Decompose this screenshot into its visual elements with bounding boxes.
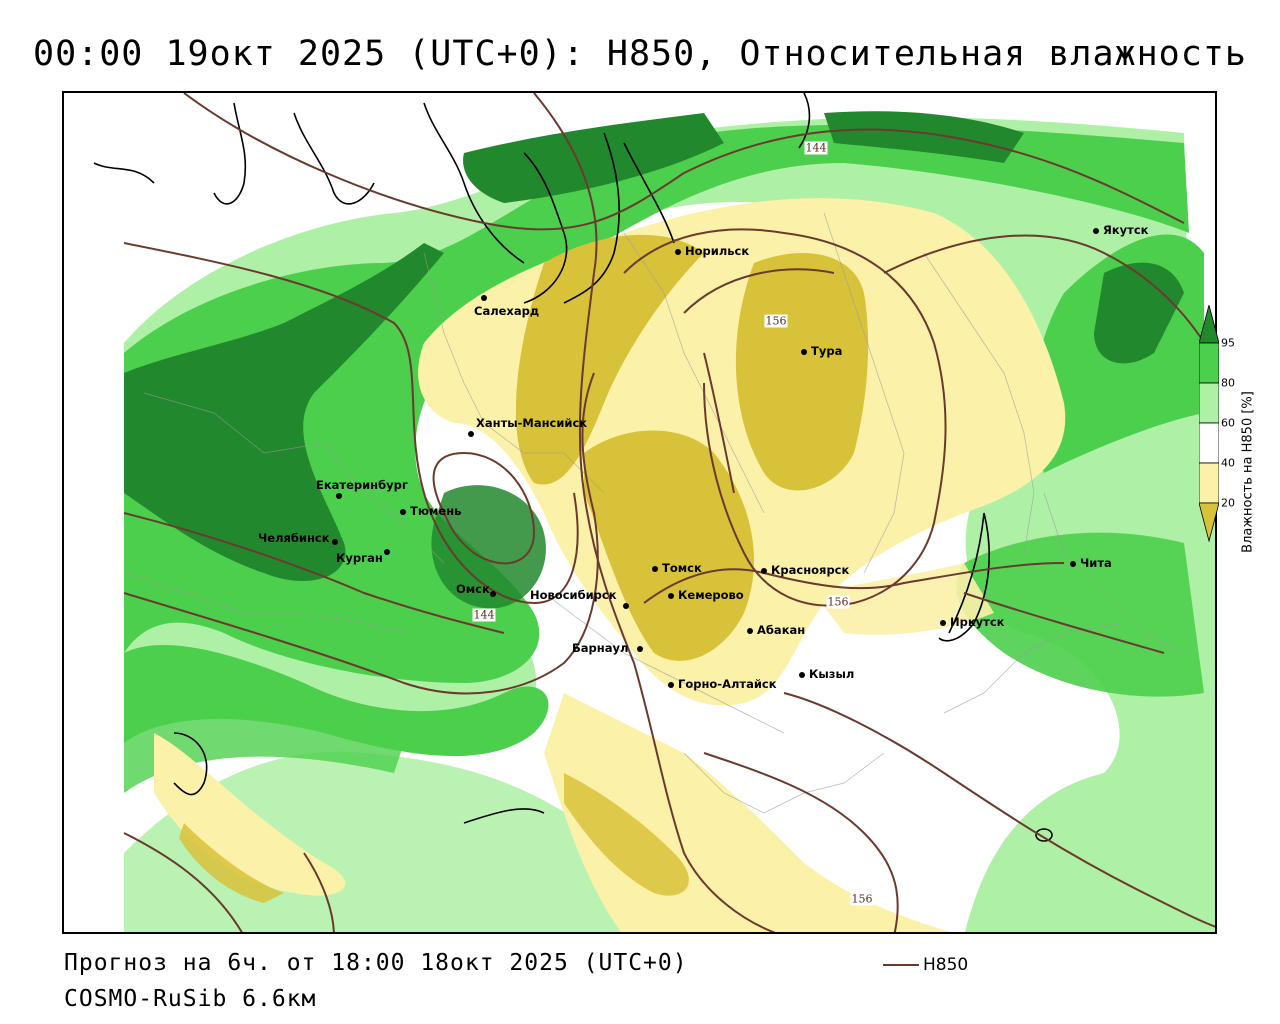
city-omsk [490, 586, 500, 600]
city-irkutsk: Иркутск [940, 615, 1004, 629]
city-dot-icon [668, 592, 674, 599]
city-dot-icon [481, 294, 487, 301]
city-tyumen: Тюмень [400, 504, 461, 518]
city-dot-icon [468, 430, 474, 437]
city-gorno-altaysk: Горно-Алтайск [668, 677, 777, 691]
city-barnaul-label: Барнаул [572, 641, 629, 655]
city-dot-icon [747, 627, 753, 634]
city-abakan: Абакан [747, 623, 805, 637]
contour-legend-label: H850 [923, 955, 969, 975]
city-dot-icon [761, 567, 767, 574]
city-chelyabinsk [332, 534, 342, 548]
city-salekhard-label: Салехард [474, 304, 540, 318]
colorbar-bottom-triangle [1199, 502, 1219, 543]
city-yekaterinburg-label: Екатеринбург [316, 478, 408, 492]
model-name: COSMO-RuSib 6.6км [64, 986, 317, 1012]
contour-label: 144 [472, 608, 496, 622]
city-dot-icon [675, 248, 681, 255]
city-dot-icon [637, 645, 643, 652]
city-novosibirsk [623, 598, 633, 612]
contour-label: 156 [764, 314, 788, 328]
contour-label: 156 [826, 595, 850, 609]
city-khanty-mansiysk-label: Ханты-Мансийск [476, 416, 588, 430]
colorbar-top-triangle [1199, 305, 1219, 344]
contour-label: 156 [850, 892, 874, 906]
city-norilsk: Норильск [675, 244, 749, 258]
city-tomsk: Томск [652, 561, 702, 575]
city-salekhard [481, 290, 491, 304]
city-khanty-mansiysk [468, 426, 478, 440]
city-dot-icon [1093, 227, 1099, 234]
city-yekaterinburg [336, 488, 346, 502]
city-dot-icon [799, 671, 805, 678]
city-dot-icon [1070, 560, 1076, 567]
map-panel: 144 156 156 144 156 Якутск Норильск Сале… [62, 91, 1217, 934]
city-dot-icon [336, 492, 342, 499]
contour-legend: H850 [883, 955, 968, 975]
city-yakutsk: Якутск [1093, 223, 1148, 237]
colorbar-tick: 60 [1221, 416, 1235, 430]
city-dot-icon [332, 538, 338, 545]
colorbar [1199, 305, 1219, 543]
colorbar-tick: 40 [1221, 456, 1235, 470]
colorbar-segment-60 [1199, 382, 1219, 424]
forecast-info: Прогноз на 6ч. от 18:00 18окт 2025 (UTC+… [64, 950, 688, 976]
colorbar-tick: 20 [1221, 496, 1235, 510]
city-novosibirsk-label: Новосибирск [530, 588, 617, 602]
city-dot-icon [652, 565, 658, 572]
colorbar-segment-20 [1199, 462, 1219, 504]
city-omsk-label: Омск [456, 582, 490, 596]
city-krasnoyarsk: Красноярск [761, 563, 849, 577]
contour-label: 144 [804, 141, 828, 155]
city-kurgan [384, 544, 394, 558]
humidity-field [64, 93, 1215, 932]
city-barnaul [637, 641, 647, 655]
map-title: 00:00 19окт 2025 (UTC+0): H850, Относите… [33, 34, 1247, 74]
city-kurgan-label: Курган [336, 551, 383, 565]
city-dot-icon [400, 508, 406, 515]
city-dot-icon [801, 348, 807, 355]
city-dot-icon [384, 548, 390, 555]
colorbar-tick: 95 [1221, 336, 1235, 350]
city-dot-icon [940, 619, 946, 626]
city-chita: Чита [1070, 556, 1112, 570]
city-dot-icon [668, 681, 674, 688]
city-dot-icon [623, 602, 629, 609]
colorbar-segment-40 [1199, 422, 1219, 464]
colorbar-tick: 80 [1221, 376, 1235, 390]
city-dot-icon [490, 590, 496, 597]
contour-line-icon [883, 964, 919, 966]
colorbar-segment-80 [1199, 342, 1219, 384]
city-chelyabinsk-label: Челябинск [258, 531, 330, 545]
colorbar-title: Влажность на H850 [%] [1240, 391, 1256, 553]
city-kyzyl: Кызыл [799, 667, 854, 681]
city-tura: Тура [801, 344, 842, 358]
city-kemerovo: Кемерово [668, 588, 744, 602]
